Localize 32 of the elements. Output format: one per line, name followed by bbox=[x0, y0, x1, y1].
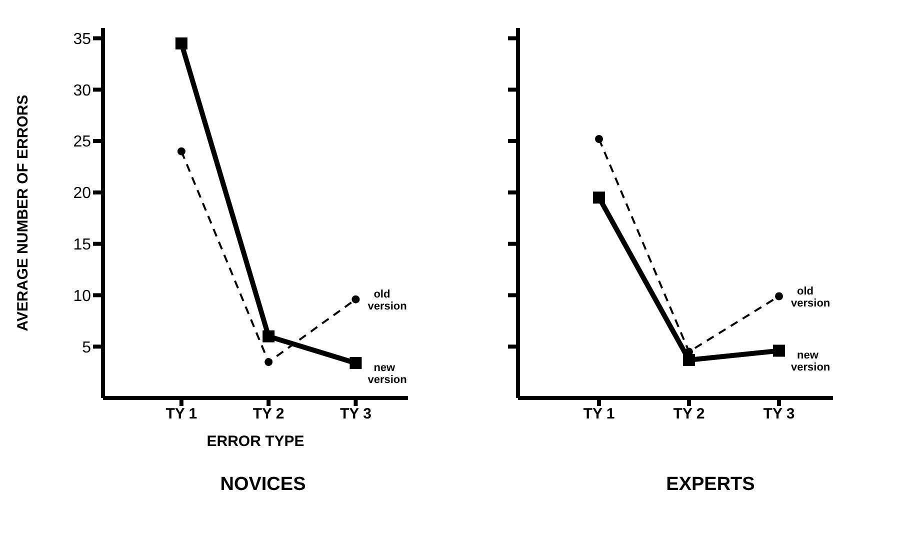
point bbox=[683, 354, 695, 366]
y-tick-label: 10 bbox=[73, 288, 92, 305]
y-tick-label: 15 bbox=[73, 236, 92, 254]
series-label: old version bbox=[368, 288, 408, 312]
series-label: new version bbox=[791, 350, 830, 374]
x-tick-label: TY 2 bbox=[252, 406, 284, 423]
text: NOVICES bbox=[219, 474, 307, 496]
point bbox=[262, 330, 275, 342]
y-axis-title: AVERAGE NUMBER OF ERRORS bbox=[14, 94, 32, 332]
point bbox=[264, 358, 273, 366]
point bbox=[350, 357, 362, 370]
x-tick-label: TY 3 bbox=[340, 406, 372, 423]
x-tick-label: TY 1 bbox=[166, 406, 198, 423]
y-tick-label: 5 bbox=[82, 339, 92, 356]
x-tick-label: TY 3 bbox=[763, 406, 795, 423]
y-tick-label: 25 bbox=[73, 134, 92, 151]
text: EXPERTS bbox=[665, 474, 756, 496]
point bbox=[352, 295, 360, 304]
series-label: new version bbox=[368, 362, 408, 386]
y-tick-label: 30 bbox=[73, 82, 92, 100]
y-tick-label: 35 bbox=[73, 30, 92, 48]
point bbox=[177, 147, 186, 156]
series-label: old version bbox=[791, 285, 830, 310]
point bbox=[593, 192, 605, 204]
point bbox=[775, 292, 783, 300]
x-tick-label: TY 2 bbox=[673, 406, 705, 423]
point bbox=[773, 344, 785, 357]
x-tick-label: TY 1 bbox=[583, 406, 615, 423]
y-tick-label: 20 bbox=[73, 185, 92, 202]
x-axis-title: ERROR TYPE bbox=[206, 433, 304, 450]
point bbox=[175, 37, 188, 50]
point bbox=[595, 135, 603, 143]
